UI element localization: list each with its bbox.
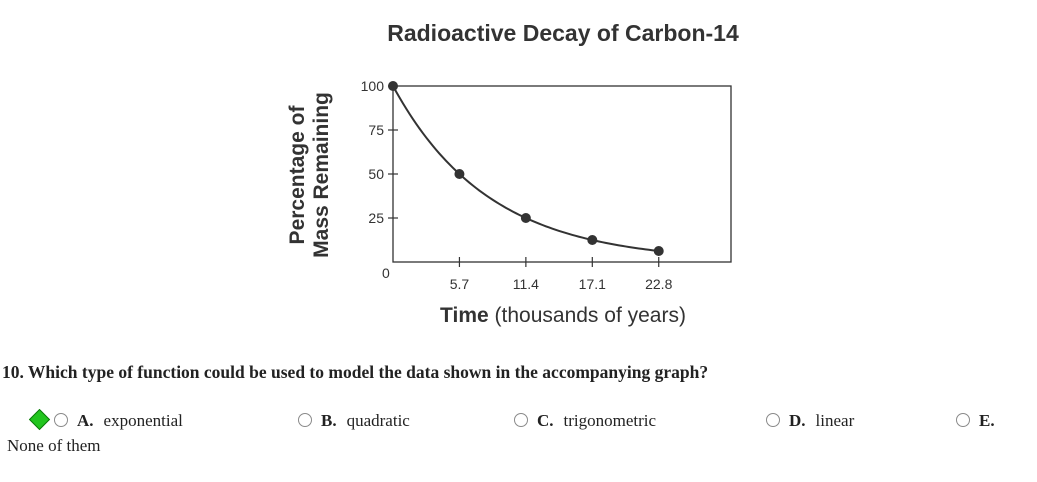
- y-tick-label: 50: [368, 166, 384, 182]
- choice-b-letter: B.: [321, 411, 337, 430]
- choice-d[interactable]: D. linear: [766, 411, 854, 431]
- x-axis-ticks: 5.7 11.4 17.1 22.8: [450, 257, 673, 292]
- data-point: [454, 169, 465, 179]
- y-tick-label: 25: [368, 210, 384, 226]
- chart-title: Radioactive Decay of Carbon-14: [387, 20, 739, 46]
- radio-d[interactable]: [766, 413, 780, 427]
- x-axis-label: Time (thousands of years): [440, 304, 686, 327]
- choice-e-letter: E.: [979, 411, 995, 430]
- x-label-rest: (thousands of years): [489, 304, 686, 327]
- correct-answer-icon: [28, 408, 51, 431]
- radio-e[interactable]: [956, 413, 970, 427]
- data-point: [520, 213, 531, 223]
- y-axis-label: Percentage of Mass Remaining: [286, 92, 333, 258]
- y-tick-label: 100: [361, 78, 385, 94]
- choice-c[interactable]: C. trigonometric: [514, 411, 656, 431]
- x-tick-label: 22.8: [645, 276, 672, 292]
- choice-b[interactable]: B. quadratic: [298, 411, 410, 431]
- choice-b-text: quadratic: [346, 411, 410, 430]
- data-point: [653, 246, 664, 256]
- decay-curve: [392, 85, 659, 252]
- plot-frame: [392, 85, 732, 263]
- choice-c-text: trigonometric: [563, 411, 657, 430]
- data-points: [388, 81, 664, 256]
- x-tick-label: 5.7: [450, 276, 470, 292]
- choice-d-text: linear: [815, 411, 855, 430]
- origin-label: 0: [382, 265, 390, 281]
- choice-e-text-wrap[interactable]: None of them: [7, 436, 101, 455]
- x-label-bold: Time: [440, 304, 489, 327]
- choice-c-letter: C.: [537, 411, 554, 430]
- y-tick-label: 75: [368, 122, 384, 138]
- choice-a-letter: A.: [77, 411, 94, 430]
- x-tick-label: 17.1: [579, 276, 606, 292]
- y-label-line-1: Percentage of: [286, 105, 309, 245]
- question-text: 10. Which type of function could be used…: [2, 362, 709, 382]
- choice-a-text: exponential: [103, 411, 183, 430]
- y-label-line-2: Mass Remaining: [310, 92, 333, 258]
- x-tick-label: 11.4: [513, 276, 539, 292]
- choice-a[interactable]: A. exponential: [54, 411, 183, 431]
- choice-e[interactable]: E.: [956, 411, 1005, 431]
- choice-d-letter: D.: [789, 411, 806, 430]
- radio-c[interactable]: [514, 413, 528, 427]
- radio-a[interactable]: [54, 413, 68, 427]
- data-point: [587, 235, 598, 245]
- decay-chart: 25 50 75 100 5.7 11.4 17.1 22.8 0 Percentage o…: [286, 78, 732, 327]
- radio-b[interactable]: [298, 413, 312, 427]
- data-point: [388, 81, 398, 91]
